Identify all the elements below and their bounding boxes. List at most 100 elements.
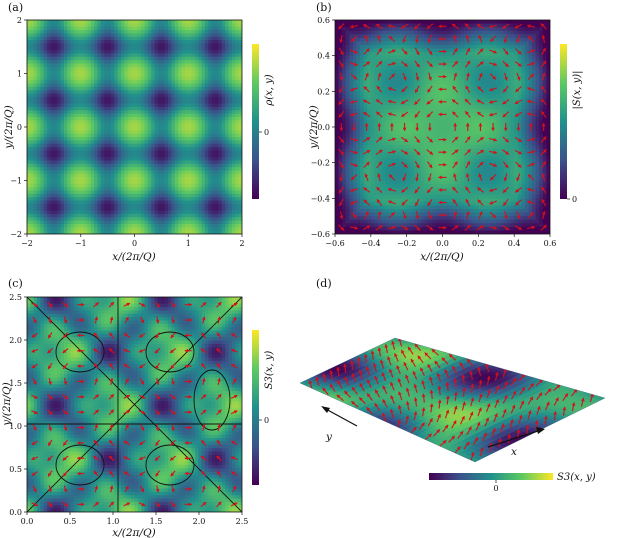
vector-arrow-b bbox=[478, 72, 483, 81]
vector-arrow-b bbox=[375, 224, 383, 231]
vector-arrow-c bbox=[77, 456, 85, 461]
vector-arrow-c bbox=[216, 332, 222, 339]
vector-arrow-d bbox=[580, 397, 585, 407]
vector-arrow-b bbox=[414, 60, 420, 68]
vector-arrow-b bbox=[364, 123, 369, 131]
vector-arrow-b bbox=[387, 150, 396, 154]
axis-ticks-a: −2 −1 0 1 2 −2 −1 0 1 2 bbox=[10, 16, 244, 248]
vector-arrow-d bbox=[405, 401, 410, 411]
vector-arrow-b bbox=[438, 188, 447, 192]
vector-arrow-b bbox=[464, 224, 472, 231]
vector-arrow-b bbox=[426, 98, 434, 105]
vector-arrow-b bbox=[388, 73, 396, 80]
vector-arrow-c bbox=[108, 455, 115, 462]
vector-arrow-d bbox=[380, 359, 385, 369]
vector-arrow-b bbox=[339, 72, 344, 81]
vector-arrow-d bbox=[424, 352, 432, 360]
vector-arrow-d bbox=[445, 395, 450, 405]
vector-arrow-d bbox=[358, 369, 363, 379]
vector-arrow-b bbox=[400, 99, 409, 105]
vector-arrow-b bbox=[362, 225, 371, 231]
vector-arrow-b bbox=[489, 100, 498, 104]
vector-arrow-b bbox=[541, 211, 546, 220]
vector-arrow-d bbox=[477, 366, 481, 376]
vector-arrow-c bbox=[48, 377, 52, 386]
vector-arrow-b bbox=[476, 149, 485, 155]
vector-arrow-d bbox=[519, 400, 525, 410]
vector-arrow-d bbox=[429, 376, 434, 386]
vector-arrow-b bbox=[427, 123, 432, 131]
vector-arrow-c bbox=[155, 362, 160, 370]
vector-arrow-c bbox=[109, 362, 114, 370]
vector-arrow-d bbox=[436, 413, 441, 423]
x-tick-label: −2 bbox=[21, 239, 33, 248]
vector-arrow-c bbox=[169, 409, 176, 415]
vector-arrow-c bbox=[140, 378, 145, 385]
vector-arrow-b bbox=[478, 34, 483, 43]
vector-arrow-b bbox=[400, 149, 409, 155]
vector-arrow-b bbox=[514, 61, 522, 67]
vector-arrow-b bbox=[478, 211, 483, 220]
vector-arrow-c bbox=[93, 455, 100, 461]
vector-arrow-b bbox=[516, 211, 521, 220]
vector-arrow-b bbox=[452, 198, 458, 207]
vector-arrow-b bbox=[375, 99, 383, 105]
vector-arrow-d bbox=[484, 417, 489, 427]
vector-arrow-c bbox=[63, 485, 68, 493]
vector-arrow-c bbox=[32, 424, 37, 431]
vector-arrow-b bbox=[363, 48, 370, 55]
vector-arrow-d bbox=[390, 381, 395, 391]
vector-arrow-d bbox=[351, 373, 356, 383]
x-axis-label-a: x/(2π/Q) bbox=[112, 251, 155, 263]
vector-arrow-d bbox=[429, 389, 434, 399]
vector-arrow-b bbox=[438, 62, 447, 66]
vector-arrow-c bbox=[201, 485, 206, 493]
vector-arrow-b bbox=[476, 136, 485, 143]
vector-arrow-c bbox=[232, 424, 237, 431]
vector-arrow-b bbox=[476, 99, 485, 105]
vector-arrow-b bbox=[338, 198, 344, 207]
vector-arrow-b bbox=[349, 100, 359, 104]
vector-arrow-b bbox=[489, 35, 497, 43]
vector-arrow-b bbox=[465, 85, 471, 93]
vector-arrow-b bbox=[428, 72, 432, 81]
vector-arrow-d bbox=[351, 400, 359, 408]
vector-arrow-b bbox=[451, 111, 459, 118]
vector-arrow-d bbox=[356, 357, 361, 367]
x-tick-label: −1 bbox=[75, 239, 87, 248]
vector-arrow-d bbox=[397, 378, 403, 387]
vector-arrow-b bbox=[339, 123, 344, 131]
vector-arrow-c bbox=[216, 409, 222, 416]
vector-arrow-b bbox=[350, 211, 358, 219]
vector-arrow-c bbox=[62, 470, 69, 477]
vector-arrow-c bbox=[32, 316, 37, 324]
vector-arrow-c bbox=[216, 455, 222, 462]
vector-arrow-b bbox=[464, 23, 472, 30]
y-tick-label: −2 bbox=[10, 230, 22, 239]
vector-arrow-c bbox=[184, 302, 192, 307]
vector-arrow-c bbox=[123, 456, 131, 461]
vector-arrow-b bbox=[452, 47, 458, 56]
vector-arrow-c bbox=[62, 455, 69, 461]
vector-arrow-c bbox=[216, 501, 222, 508]
vector-arrow-c bbox=[94, 377, 99, 385]
vector-arrow-d bbox=[397, 419, 402, 429]
y-tick-label: 1 bbox=[17, 70, 22, 79]
vector-arrow-c bbox=[200, 301, 207, 308]
vector-arrow-c bbox=[138, 363, 146, 369]
vector-arrow-b bbox=[427, 173, 432, 182]
vector-arrow-c bbox=[47, 347, 53, 354]
vector-arrow-b bbox=[438, 213, 447, 218]
vector-arrow-c bbox=[232, 485, 237, 493]
vector-arrow-d bbox=[350, 360, 354, 370]
vector-arrow-d bbox=[535, 379, 544, 386]
vector-arrow-b bbox=[527, 200, 535, 205]
vector-arrow-b bbox=[466, 211, 470, 220]
vector-arrow-c bbox=[184, 394, 192, 399]
vector-arrow-b bbox=[476, 187, 484, 193]
vector-arrow-b bbox=[515, 48, 522, 55]
vector-arrow-b bbox=[502, 224, 510, 231]
heatmap-b bbox=[335, 20, 550, 234]
vector-arrow-d bbox=[502, 408, 507, 418]
vector-arrow-d bbox=[491, 427, 496, 437]
